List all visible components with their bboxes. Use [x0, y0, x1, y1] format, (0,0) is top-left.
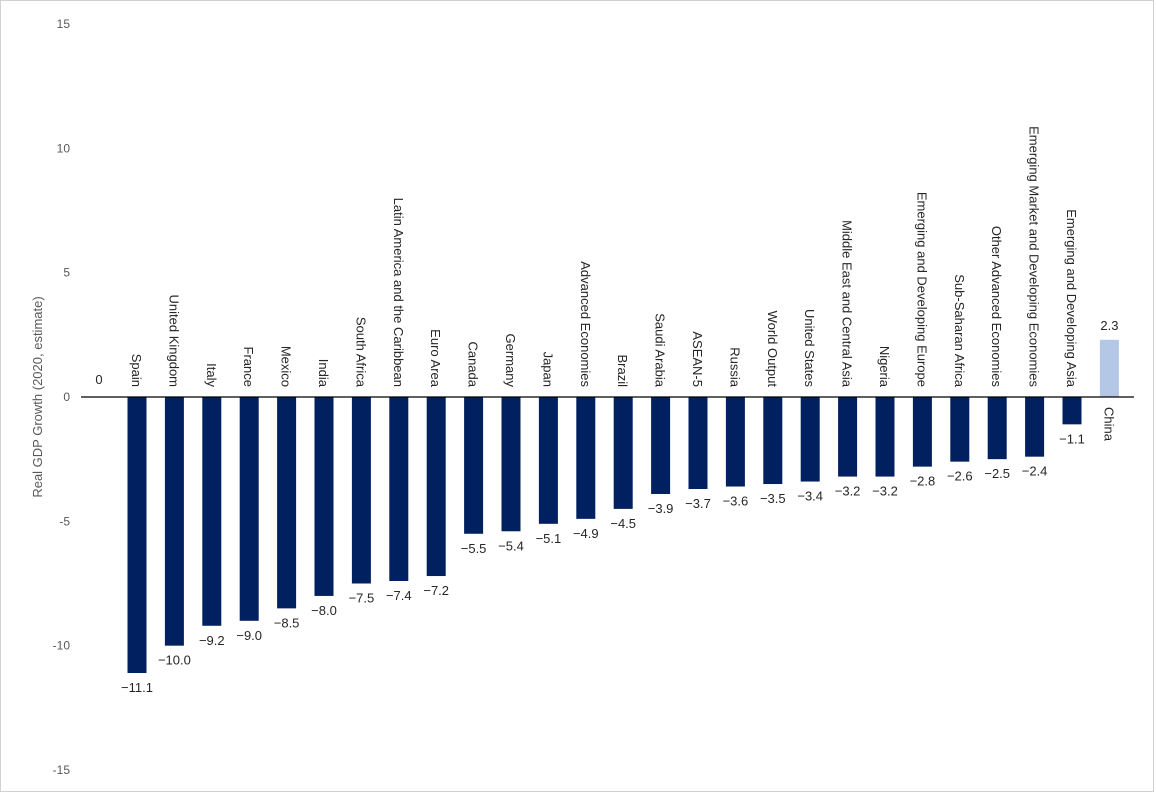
category-label: Sub-Saharan Africa — [952, 274, 967, 388]
y-tick-label: 0 — [63, 390, 70, 404]
bar-france — [239, 397, 259, 621]
category-label: Canada — [466, 341, 481, 387]
category-label: Latin America and the Caribbean — [391, 198, 406, 387]
data-label: −8.0 — [311, 603, 337, 618]
category-label: France — [241, 347, 256, 387]
bar-brazil — [613, 397, 633, 509]
bar-latin-america-and-the-caribbean — [389, 397, 409, 582]
bar-euro-area — [426, 397, 446, 577]
data-label: −9.2 — [199, 633, 225, 648]
data-label: 2.3 — [1100, 318, 1118, 333]
bar-emerging-and-developing-europe — [912, 397, 932, 467]
category-label: Nigeria — [877, 346, 892, 388]
category-label: South Africa — [353, 317, 368, 388]
y-tick-label: -5 — [59, 514, 70, 528]
category-label: United States — [802, 309, 817, 388]
value-labels: −11.1 −10.0 −9.2 −9.0 −8.5 −8.0 −7.5 −7.4 −7.2 −5… — [121, 318, 1118, 695]
data-label: −7.5 — [349, 591, 375, 606]
bar-russia — [725, 397, 745, 487]
data-label: −7.4 — [386, 588, 412, 603]
category-label: Euro Area — [428, 329, 443, 388]
category-label: China — [1101, 407, 1116, 442]
data-label: −3.2 — [872, 484, 898, 499]
y-tick-label: -15 — [53, 763, 71, 777]
data-label: −3.4 — [797, 489, 823, 504]
bar-germany — [501, 397, 521, 532]
bar-sub-saharan-africa — [950, 397, 970, 462]
y-tick-label: 15 — [57, 17, 71, 31]
bar-advanced-economies — [576, 397, 596, 519]
y-tick-label: -10 — [53, 639, 71, 653]
category-label: Middle East and Central Asia — [840, 220, 855, 388]
category-label: Italy — [204, 363, 219, 387]
bar-south-africa — [351, 397, 371, 584]
bar-middle-east-and-central-asia — [838, 397, 858, 477]
category-label: Emerging and Developing Asia — [1064, 209, 1079, 388]
category-label: India — [316, 359, 331, 388]
y-axis-label: Real GDP Growth (2020, estimate) — [30, 296, 45, 497]
data-label: −4.9 — [573, 526, 599, 541]
data-label: −1.1 — [1059, 431, 1085, 446]
bar-japan — [538, 397, 558, 524]
data-label: −3.9 — [648, 501, 674, 516]
y-axis-ticks: 15 10 5 0 -5 -10 -15 — [53, 17, 71, 777]
bar-other-advanced-economies — [987, 397, 1007, 460]
category-label: Other Advanced Economies — [989, 226, 1004, 388]
data-label: −9.0 — [236, 628, 262, 643]
category-label: Brazil — [615, 354, 630, 387]
bar-mexico — [277, 397, 297, 609]
data-label: −7.2 — [423, 583, 449, 598]
category-label: Advanced Economies — [578, 261, 593, 387]
bar-italy — [202, 397, 222, 626]
data-label: −3.5 — [760, 491, 786, 506]
y-tick-label: 10 — [57, 141, 71, 155]
data-label: −3.7 — [685, 496, 711, 511]
category-label: World Output — [765, 311, 780, 388]
data-label: −3.6 — [723, 494, 749, 509]
category-label: Germany — [503, 334, 518, 388]
data-label: −4.5 — [610, 516, 636, 531]
category-label: Russia — [727, 347, 742, 388]
bar-canada — [464, 397, 484, 534]
category-label: Emerging and Developing Europe — [914, 192, 929, 387]
bar-united-kingdom — [164, 397, 184, 646]
bar-spain — [127, 397, 147, 674]
data-label: −3.2 — [835, 484, 861, 499]
data-label: −11.1 — [121, 680, 153, 695]
data-label: −2.6 — [947, 469, 973, 484]
bar-emerging-and-developing-asia — [1062, 397, 1082, 425]
data-label: −2.4 — [1022, 464, 1048, 479]
category-label: United Kingdom — [166, 295, 181, 388]
data-label: −10.0 — [158, 653, 191, 668]
y-tick-label: 5 — [63, 266, 70, 280]
category-label: Saudi Arabia — [653, 313, 668, 387]
bars — [127, 339, 1119, 674]
bar-china — [1099, 339, 1119, 397]
bar-saudi-arabia — [651, 397, 671, 494]
category-label: Japan — [540, 352, 555, 387]
category-label: ASEAN-5 — [690, 331, 705, 387]
data-label: −5.4 — [498, 538, 524, 553]
category-labels: Spain United Kingdom Italy France Mexico Indi… — [129, 126, 1116, 442]
category-label: Spain — [129, 354, 144, 387]
category-label: Mexico — [279, 346, 294, 387]
bar-united-states — [800, 397, 820, 482]
data-label: −2.5 — [984, 466, 1010, 481]
data-label: −5.5 — [461, 541, 487, 556]
bar-emerging-market-and-developing-economies — [1025, 397, 1045, 457]
data-label: −2.8 — [910, 474, 936, 489]
bar-asean-5 — [688, 397, 708, 490]
data-label: −8.5 — [274, 615, 300, 630]
category-label: Emerging Market and Developing Economies — [1027, 126, 1042, 387]
bar-nigeria — [875, 397, 895, 477]
data-label: −5.1 — [536, 531, 562, 546]
bar-world-output — [763, 397, 783, 485]
bar-india — [314, 397, 334, 596]
zero-value-label: 0 — [95, 372, 102, 387]
